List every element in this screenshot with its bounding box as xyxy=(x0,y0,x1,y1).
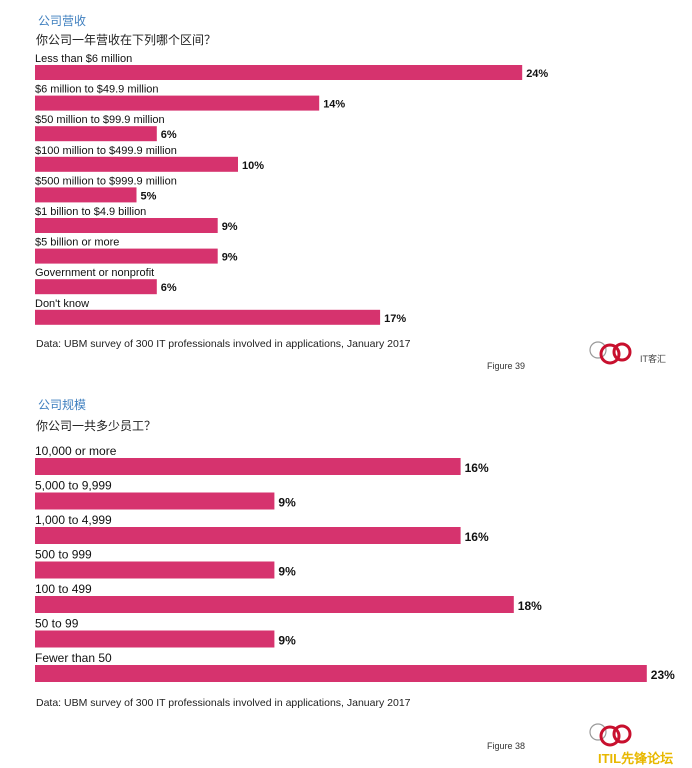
category-label: 1,000 to 4,999 xyxy=(35,513,112,527)
forum-watermark: ITIL先锋论坛 xyxy=(598,751,674,766)
bar xyxy=(35,187,137,203)
bar xyxy=(35,248,218,264)
chart1-question: 你公司一年营收在下列哪个区间？ xyxy=(36,33,217,47)
bar xyxy=(35,492,275,510)
bar xyxy=(35,596,514,613)
value-label: 9% xyxy=(222,221,238,233)
category-label: Fewer than 50 xyxy=(35,651,112,665)
category-label: $6 million to $49.9 million xyxy=(35,84,159,96)
watermark-logo-icon-2 xyxy=(588,718,638,755)
chart1-source: Data: UBM survey of 300 IT professionals… xyxy=(36,338,411,350)
category-label: Government or nonprofit xyxy=(35,267,154,279)
bar xyxy=(35,561,275,579)
bar xyxy=(35,95,320,111)
bar xyxy=(35,458,461,475)
value-label: 24% xyxy=(526,68,548,80)
bar xyxy=(35,126,157,142)
category-label: 500 to 999 xyxy=(35,548,92,562)
value-label: 9% xyxy=(278,565,296,579)
value-label: 6% xyxy=(161,282,177,294)
chart2-figure-label: Figure 38 xyxy=(487,741,526,751)
category-label: $50 million to $99.9 million xyxy=(35,114,165,126)
bar xyxy=(35,309,381,325)
chart2-source: Data: UBM survey of 300 IT professionals… xyxy=(36,697,411,709)
bar xyxy=(35,630,275,648)
bar xyxy=(35,279,157,295)
value-label: 16% xyxy=(465,530,489,544)
chart1-section-title: 公司营收 xyxy=(38,14,87,28)
category-label: 5,000 to 9,999 xyxy=(35,479,112,493)
value-label: 9% xyxy=(278,496,296,510)
category-label: $5 billion or more xyxy=(35,237,119,249)
chart2-svg: 10,000 or more 16% 5,000 to 9,999 9% 1,000 t… xyxy=(35,444,675,682)
category-label: 10,000 or more xyxy=(35,444,117,458)
chart1-svg: Less than $6 million 24% $6 million to $49… xyxy=(35,53,548,325)
value-label: 5% xyxy=(141,190,157,202)
watermark-logo-icon xyxy=(588,336,638,373)
value-label: 18% xyxy=(518,599,542,613)
value-label: 17% xyxy=(384,313,406,325)
bar xyxy=(35,156,238,172)
watermark-text: IT客汇 xyxy=(640,354,666,364)
category-label: $500 million to $999.9 million xyxy=(35,175,177,187)
category-label: 50 to 99 xyxy=(35,617,79,631)
value-label: 14% xyxy=(323,99,345,111)
chart1-figure-label: Figure 39 xyxy=(487,361,526,371)
value-label: 16% xyxy=(465,461,489,475)
value-label: 9% xyxy=(222,252,238,264)
bar xyxy=(35,65,523,80)
chart2-section-title: 公司规模 xyxy=(38,398,87,412)
bar xyxy=(35,665,647,682)
category-label: Less than $6 million xyxy=(35,53,132,65)
chart2-question: 你公司一共多少员工？ xyxy=(36,419,157,433)
value-label: 10% xyxy=(242,160,264,172)
category-label: Don't know xyxy=(35,298,89,310)
value-label: 23% xyxy=(651,668,675,682)
category-label: $100 million to $499.9 million xyxy=(35,145,177,157)
bar xyxy=(35,527,461,544)
bar xyxy=(35,218,218,233)
value-label: 6% xyxy=(161,129,177,141)
value-label: 9% xyxy=(278,634,296,648)
category-label: 100 to 499 xyxy=(35,582,92,596)
category-label: $1 billion to $4.9 billion xyxy=(35,206,146,218)
